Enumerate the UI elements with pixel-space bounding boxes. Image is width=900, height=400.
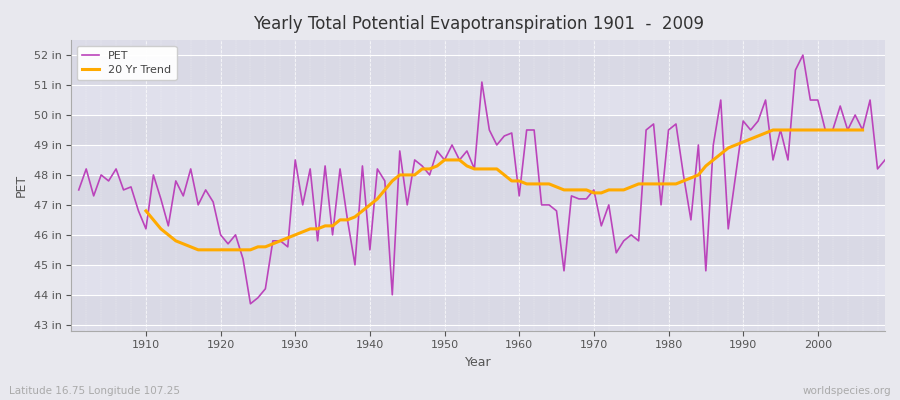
- PET: [305, 166, 316, 171]
- 20 Yr Trend: [559, 188, 570, 192]
- PET: [879, 158, 890, 162]
- PET: [133, 208, 144, 213]
- Bar: [71, 205, 885, 235]
- 20 Yr Trend: [335, 218, 346, 222]
- 20 Yr Trend: [857, 128, 868, 132]
- Y-axis label: PET: PET: [15, 174, 28, 197]
- Bar: [71, 175, 885, 205]
- Bar: [71, 115, 885, 145]
- Line: 20 Yr Trend: 20 Yr Trend: [146, 130, 862, 250]
- Bar: [71, 85, 885, 115]
- Bar: [71, 295, 885, 325]
- Text: Latitude 16.75 Longitude 107.25: Latitude 16.75 Longitude 107.25: [9, 386, 180, 396]
- 20 Yr Trend: [768, 128, 778, 132]
- 20 Yr Trend: [201, 248, 212, 252]
- 20 Yr Trend: [140, 208, 151, 213]
- 20 Yr Trend: [193, 248, 203, 252]
- Bar: [71, 145, 885, 175]
- PET: [73, 188, 84, 192]
- PET: [349, 262, 360, 267]
- Line: PET: PET: [78, 55, 885, 304]
- 20 Yr Trend: [163, 232, 174, 237]
- PET: [521, 128, 532, 132]
- 20 Yr Trend: [700, 164, 711, 168]
- PET: [611, 250, 622, 255]
- Bar: [71, 235, 885, 265]
- Bar: [71, 55, 885, 85]
- Title: Yearly Total Potential Evapotranspiration 1901  -  2009: Yearly Total Potential Evapotranspiratio…: [253, 15, 704, 33]
- Bar: [71, 265, 885, 295]
- PET: [797, 53, 808, 58]
- X-axis label: Year: Year: [464, 356, 491, 369]
- 20 Yr Trend: [507, 178, 517, 183]
- Text: worldspecies.org: worldspecies.org: [803, 386, 891, 396]
- Legend: PET, 20 Yr Trend: PET, 20 Yr Trend: [76, 46, 176, 80]
- PET: [245, 301, 256, 306]
- PET: [514, 194, 525, 198]
